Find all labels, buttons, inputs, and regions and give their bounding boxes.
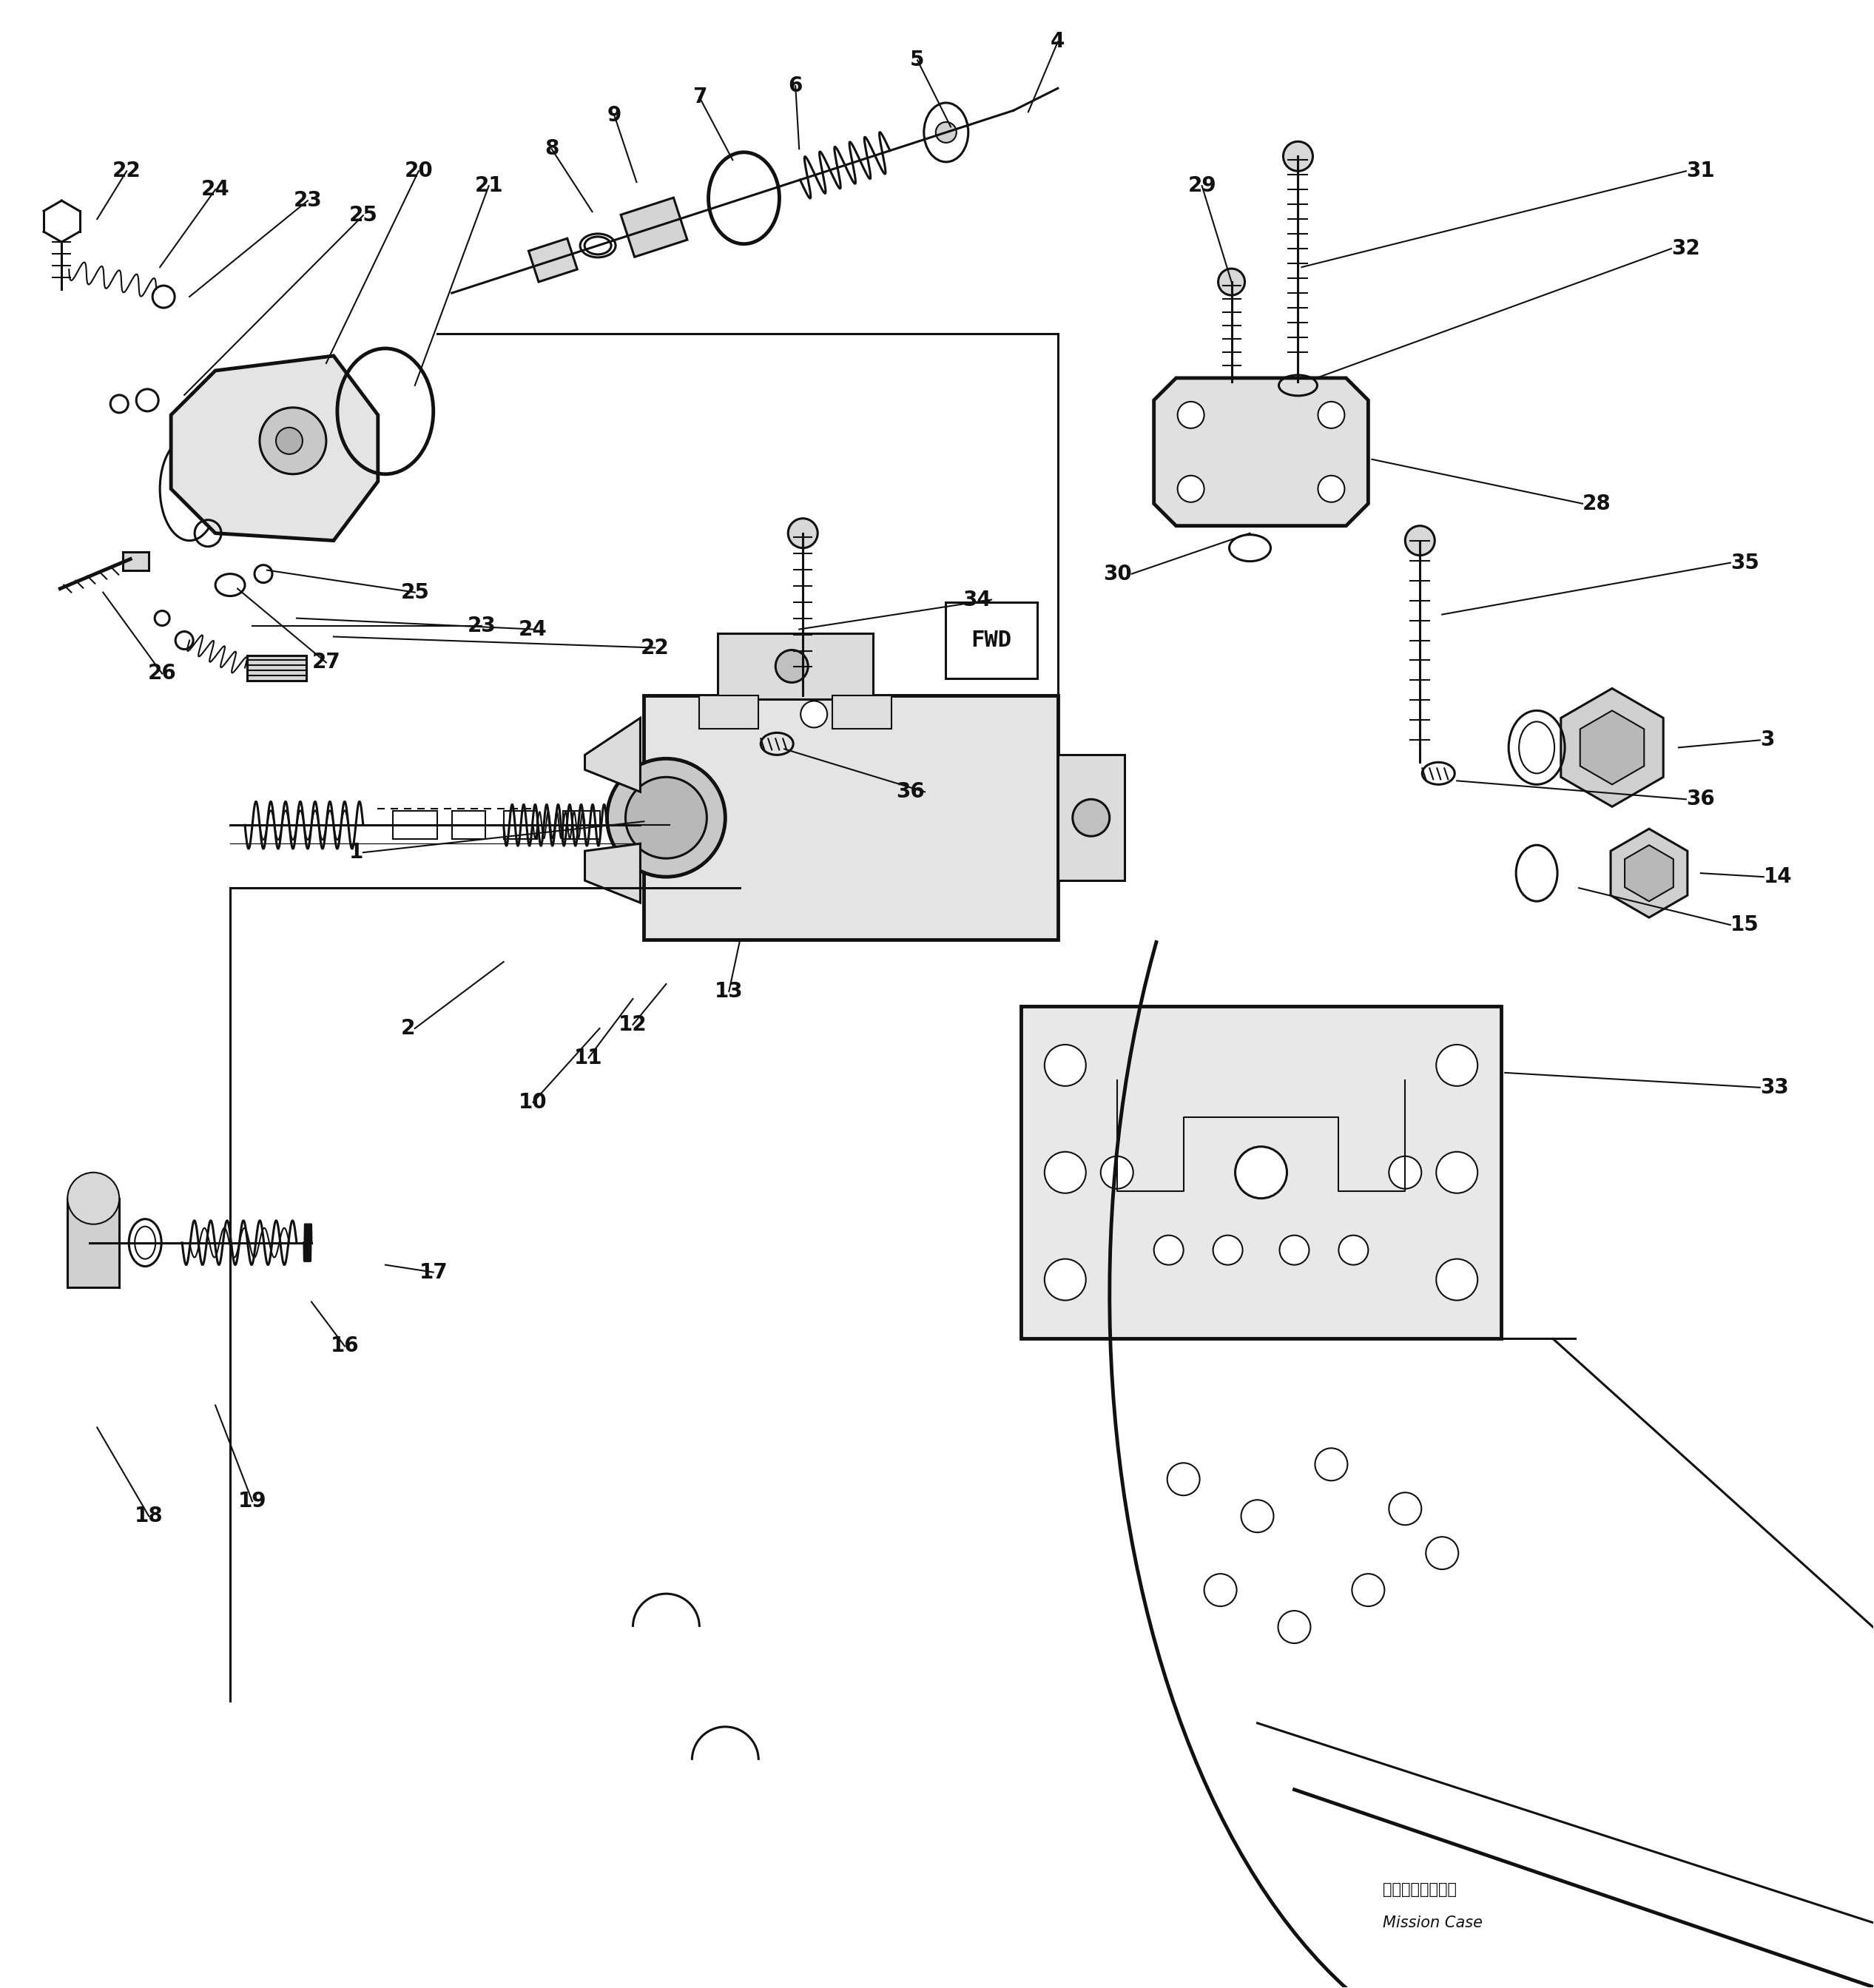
Text: 21: 21	[474, 175, 502, 197]
Polygon shape	[171, 356, 379, 541]
Text: 12: 12	[618, 1014, 647, 1036]
Polygon shape	[585, 718, 641, 791]
Polygon shape	[585, 843, 641, 903]
Text: 29: 29	[1188, 175, 1216, 197]
Text: 16: 16	[330, 1336, 360, 1356]
Text: 6: 6	[789, 76, 802, 97]
Circle shape	[1072, 799, 1109, 837]
Text: 14: 14	[1763, 867, 1792, 887]
Polygon shape	[1625, 845, 1673, 901]
Polygon shape	[1154, 378, 1368, 525]
Circle shape	[776, 650, 808, 682]
Circle shape	[1435, 1044, 1477, 1085]
Text: 10: 10	[519, 1091, 547, 1113]
Text: 19: 19	[238, 1491, 266, 1511]
Circle shape	[67, 1173, 120, 1225]
Circle shape	[607, 759, 725, 877]
Circle shape	[860, 702, 886, 728]
Text: 15: 15	[1730, 914, 1760, 934]
Text: 28: 28	[1582, 493, 1612, 515]
Bar	[67, 1199, 120, 1286]
Text: 34: 34	[963, 588, 991, 610]
Circle shape	[1280, 1235, 1310, 1264]
Text: 24: 24	[519, 618, 547, 640]
Text: 31: 31	[1687, 161, 1715, 181]
Text: 11: 11	[573, 1048, 603, 1068]
Circle shape	[800, 702, 826, 728]
Polygon shape	[528, 239, 577, 282]
Text: 25: 25	[401, 582, 429, 602]
Text: ミッションケース: ミッションケース	[1383, 1883, 1456, 1897]
Text: 7: 7	[692, 87, 706, 107]
Bar	[124, 553, 148, 571]
Circle shape	[1177, 402, 1205, 427]
Text: 2: 2	[401, 1018, 414, 1038]
Text: 25: 25	[349, 205, 377, 227]
Text: 22: 22	[112, 161, 141, 181]
Circle shape	[1044, 1044, 1085, 1085]
Text: 23: 23	[467, 614, 497, 636]
Bar	[1057, 755, 1124, 881]
Text: 22: 22	[641, 638, 669, 658]
Circle shape	[626, 777, 706, 859]
Text: 8: 8	[545, 139, 558, 159]
Bar	[718, 632, 873, 700]
Circle shape	[275, 427, 302, 453]
Text: 20: 20	[405, 161, 433, 181]
Bar	[832, 696, 892, 730]
Circle shape	[1435, 1258, 1477, 1300]
Text: 1: 1	[349, 843, 364, 863]
Circle shape	[1284, 141, 1314, 171]
Circle shape	[1177, 475, 1205, 503]
Polygon shape	[1580, 710, 1643, 785]
Circle shape	[1212, 1235, 1242, 1264]
Text: FWD: FWD	[971, 630, 1012, 652]
Text: 23: 23	[294, 191, 322, 211]
Text: 36: 36	[1687, 789, 1715, 809]
Text: Mission Case: Mission Case	[1383, 1914, 1482, 1930]
Circle shape	[1044, 1258, 1085, 1300]
Text: 32: 32	[1672, 239, 1700, 258]
Text: 4: 4	[1051, 32, 1064, 52]
Circle shape	[789, 519, 817, 549]
Circle shape	[1389, 1157, 1422, 1189]
Circle shape	[935, 121, 956, 143]
Circle shape	[260, 408, 326, 473]
Text: 9: 9	[607, 105, 622, 125]
Circle shape	[1406, 525, 1435, 555]
Polygon shape	[620, 197, 688, 256]
Text: 30: 30	[1104, 563, 1132, 584]
Circle shape	[1044, 1151, 1085, 1193]
Circle shape	[1100, 1157, 1134, 1189]
Circle shape	[727, 702, 753, 728]
Polygon shape	[1561, 688, 1664, 807]
Text: 3: 3	[1760, 730, 1775, 751]
Text: 35: 35	[1730, 553, 1760, 573]
Bar	[1021, 1006, 1501, 1338]
Circle shape	[1435, 1151, 1477, 1193]
Text: 36: 36	[896, 781, 924, 803]
Circle shape	[1317, 402, 1344, 427]
Text: 17: 17	[420, 1262, 448, 1282]
Circle shape	[1235, 1147, 1287, 1199]
Text: 24: 24	[201, 179, 231, 201]
Circle shape	[1338, 1235, 1368, 1264]
Circle shape	[1317, 475, 1344, 503]
Text: 5: 5	[911, 50, 924, 70]
Bar	[247, 656, 305, 682]
Polygon shape	[1610, 829, 1687, 918]
Text: 27: 27	[311, 652, 341, 672]
Text: 26: 26	[148, 664, 176, 684]
Circle shape	[1154, 1235, 1184, 1264]
Text: 13: 13	[714, 980, 744, 1002]
Bar	[699, 696, 759, 730]
Text: 18: 18	[135, 1505, 163, 1527]
Text: 33: 33	[1760, 1077, 1788, 1097]
Bar	[645, 696, 1057, 940]
FancyBboxPatch shape	[946, 602, 1036, 678]
Circle shape	[1218, 268, 1244, 296]
